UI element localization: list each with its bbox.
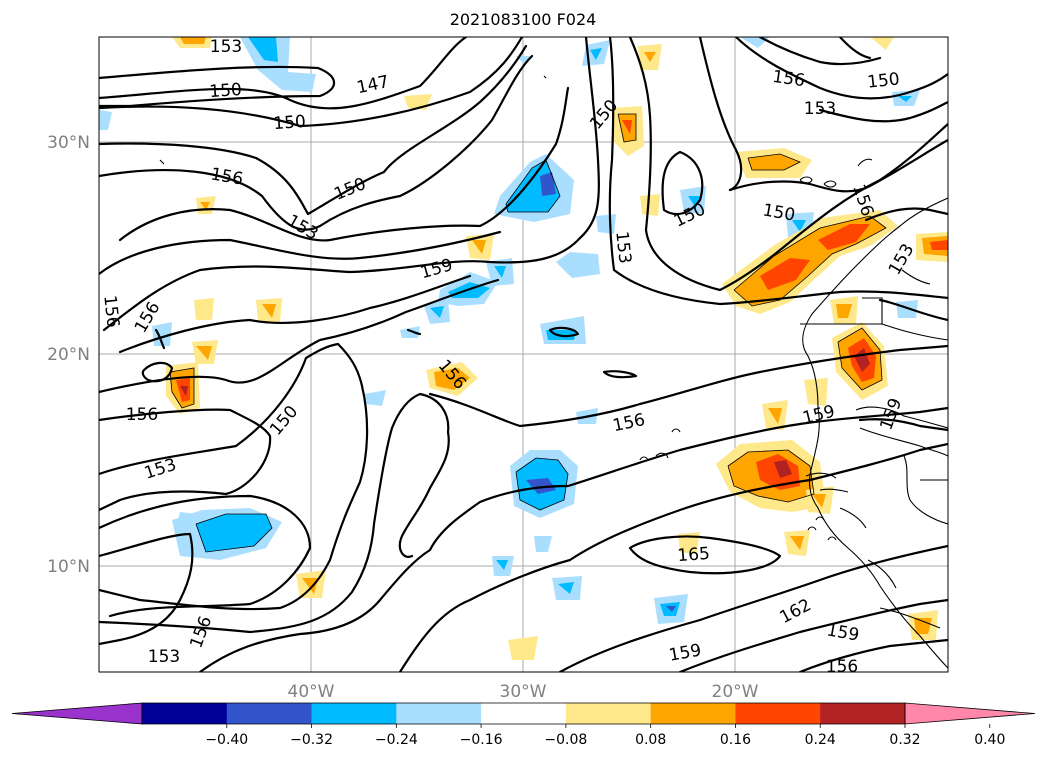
contour-label: 153 — [611, 230, 634, 264]
anomaly-outlines — [169, 113, 887, 553]
lat-label-10n: 10°N — [47, 557, 90, 577]
colorbar-extend-high — [904, 702, 1036, 725]
gridlines — [99, 37, 948, 672]
colorbar-swatch — [735, 703, 821, 724]
lat-label-20n: 20°N — [47, 345, 90, 365]
lon-label-30w: 30°W — [500, 682, 547, 702]
contour-label: 153 — [210, 37, 242, 57]
colorbar-tick-label: −0.24 — [375, 732, 418, 748]
colorbar-tick-label: 0.32 — [889, 732, 920, 748]
contour-label: 150 — [273, 112, 307, 134]
colorbar-swatch — [311, 703, 397, 724]
colorbar-swatch — [481, 703, 567, 724]
contour-label: 150 — [866, 69, 900, 92]
map-frame — [98, 36, 949, 673]
lon-label-20w: 20°W — [712, 682, 759, 702]
colorbar-tick-label: 0.40 — [974, 732, 1005, 748]
map-area: 153 150 147 150 156 150 153 150 156 150 … — [99, 37, 948, 677]
colorbar-swatch — [142, 703, 228, 724]
positive-anomaly-shading — [166, 37, 948, 660]
height-contours — [99, 37, 948, 672]
colorbar: −0.40 −0.32 −0.24 −0.16 −0.08 0.08 0.16 0.24 0.3… — [11, 702, 1036, 748]
lon-tick-labels: 40°W 30°W 20°W — [288, 682, 759, 702]
colorbar-tick-label: 0.08 — [635, 732, 666, 748]
lat-tick-labels: 30°N 20°N 10°N — [47, 133, 90, 577]
contour-label: 153 — [148, 647, 180, 667]
colorbar-tick-label: 0.16 — [720, 732, 751, 748]
lat-label-30n: 30°N — [47, 133, 90, 153]
colorbar-swatch — [396, 703, 482, 724]
colorbar-tick-label: −0.08 — [544, 732, 587, 748]
contour-label: 153 — [804, 99, 836, 119]
colorbar-tick-label: −0.16 — [460, 732, 503, 748]
colorbar-tick-label: −0.40 — [205, 732, 248, 748]
contour-label: 150 — [209, 80, 243, 102]
colorbar-tick-label: 0.24 — [805, 732, 836, 748]
map-title: 2021083100 F024 — [450, 10, 597, 29]
contour-label: 156 — [99, 294, 122, 328]
contour-label: 156 — [826, 657, 858, 677]
contour-label: 156 — [126, 405, 158, 425]
lon-label-40w: 40°W — [288, 682, 335, 702]
colorbar-swatch — [565, 703, 652, 724]
colorbar-swatch — [820, 703, 906, 724]
contour-label: 156 — [771, 67, 806, 91]
colorbar-swatch — [650, 703, 736, 724]
contour-label: 165 — [677, 544, 711, 566]
colorbar-swatch — [226, 703, 313, 724]
colorbar-extend-low — [11, 702, 143, 725]
colorbar-tick-label: −0.32 — [290, 732, 333, 748]
coastlines — [159, 75, 948, 669]
